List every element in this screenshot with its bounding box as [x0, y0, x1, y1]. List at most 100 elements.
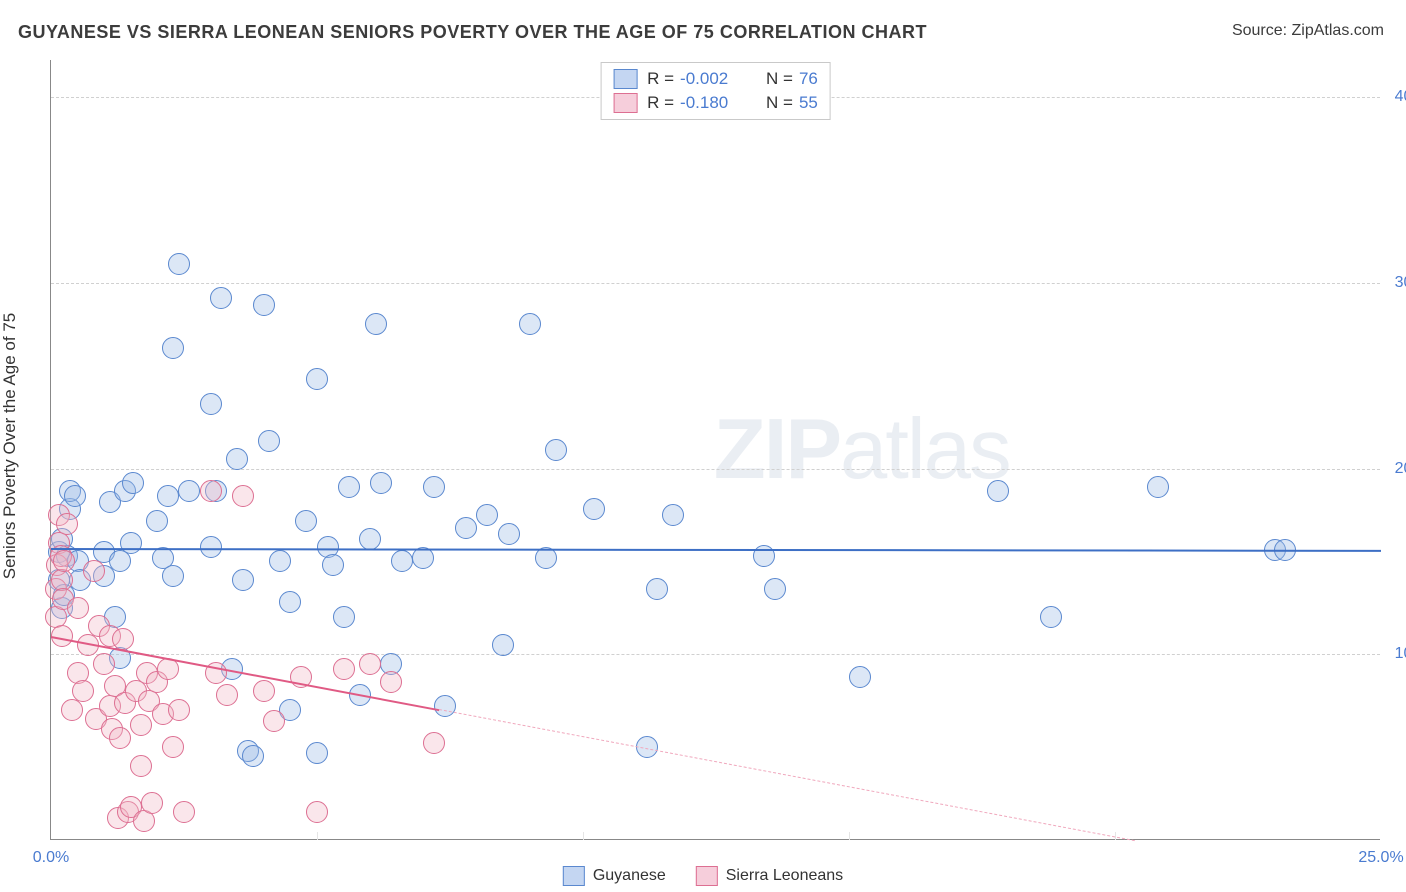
data-point — [130, 755, 152, 777]
y-tick-label: 30.0% — [1385, 274, 1406, 292]
source-label: Source: — [1232, 22, 1287, 39]
data-point — [322, 554, 344, 576]
y-tick-label: 40.0% — [1385, 88, 1406, 106]
legend-series: Guyanese Sierra Leoneans — [563, 866, 843, 886]
data-point — [545, 439, 567, 461]
legend-series-label: Sierra Leoneans — [726, 867, 843, 885]
data-point — [56, 513, 78, 535]
regression-line — [439, 709, 1135, 841]
gridline-h — [51, 654, 1380, 655]
data-point — [162, 565, 184, 587]
gridline-h — [51, 283, 1380, 284]
data-point — [109, 550, 131, 572]
data-point — [61, 699, 83, 721]
data-point — [359, 528, 381, 550]
data-point — [157, 485, 179, 507]
data-point — [263, 710, 285, 732]
y-tick-label: 20.0% — [1385, 460, 1406, 478]
data-point — [232, 485, 254, 507]
data-point — [258, 430, 280, 452]
chart-title: GUYANESE VS SIERRA LEONEAN SENIORS POVER… — [18, 22, 927, 43]
data-point — [306, 742, 328, 764]
source-attribution: Source: ZipAtlas.com — [1232, 22, 1384, 40]
data-point — [178, 480, 200, 502]
data-point — [162, 736, 184, 758]
source-value: ZipAtlas.com — [1292, 22, 1384, 39]
data-point — [583, 498, 605, 520]
data-point — [279, 591, 301, 613]
data-point — [662, 504, 684, 526]
data-point — [64, 485, 86, 507]
legend-correlation-row: R = -0.180 N = 55 — [613, 91, 818, 115]
data-point — [333, 658, 355, 680]
regression-line — [51, 548, 1381, 552]
gridline-h — [51, 469, 1380, 470]
data-point — [109, 727, 131, 749]
legend-series-label: Guyanese — [593, 867, 666, 885]
watermark-atlas: atlas — [840, 402, 1010, 497]
x-tick — [849, 832, 850, 840]
x-tick-label: 0.0% — [33, 849, 69, 867]
data-point — [391, 550, 413, 572]
data-point — [434, 695, 456, 717]
n-label: N = — [766, 69, 793, 89]
x-tick — [317, 832, 318, 840]
data-point — [365, 313, 387, 335]
data-point — [359, 653, 381, 675]
data-point — [67, 597, 89, 619]
r-value: -0.002 — [680, 69, 750, 89]
data-point — [423, 476, 445, 498]
data-point — [987, 480, 1009, 502]
data-point — [1040, 606, 1062, 628]
data-point — [455, 517, 477, 539]
data-point — [380, 671, 402, 693]
data-point — [253, 680, 275, 702]
legend-swatch — [613, 93, 637, 113]
data-point — [173, 801, 195, 823]
data-point — [269, 550, 291, 572]
data-point — [476, 504, 498, 526]
data-point — [200, 393, 222, 415]
data-point — [122, 472, 144, 494]
watermark-zip: ZIP — [714, 402, 840, 497]
data-point — [53, 550, 75, 572]
data-point — [295, 510, 317, 532]
r-value: -0.180 — [680, 93, 750, 113]
scatter-plot-area: ZIPatlas R =-0.002N =76R =-0.180N =55 10… — [50, 60, 1380, 840]
data-point — [130, 714, 152, 736]
n-value: 55 — [799, 93, 818, 113]
legend-swatch — [613, 69, 637, 89]
data-point — [93, 653, 115, 675]
data-point — [338, 476, 360, 498]
r-label: R = — [647, 69, 674, 89]
data-point — [168, 253, 190, 275]
legend-correlation-row: R = -0.002 N = 76 — [613, 67, 818, 91]
r-label: R = — [647, 93, 674, 113]
x-tick — [583, 832, 584, 840]
x-tick-label: 25.0% — [1358, 849, 1403, 867]
legend-series-item: Sierra Leoneans — [696, 866, 843, 886]
data-point — [83, 560, 105, 582]
legend-correlation-box: R = -0.002 N = 76 R = -0.180 N = 55 — [600, 62, 831, 120]
data-point — [646, 578, 668, 600]
data-point — [232, 569, 254, 591]
data-point — [120, 532, 142, 554]
data-point — [423, 732, 445, 754]
data-point — [306, 801, 328, 823]
legend-swatch — [696, 866, 718, 886]
data-point — [519, 313, 541, 335]
data-point — [210, 287, 232, 309]
data-point — [253, 294, 275, 316]
n-value: 76 — [799, 69, 818, 89]
data-point — [306, 368, 328, 390]
data-point — [498, 523, 520, 545]
data-point — [141, 792, 163, 814]
watermark: ZIPatlas — [714, 401, 1010, 499]
data-point — [146, 510, 168, 532]
data-point — [168, 699, 190, 721]
data-point — [492, 634, 514, 656]
legend-swatch — [563, 866, 585, 886]
data-point — [333, 606, 355, 628]
n-label: N = — [766, 93, 793, 113]
data-point — [242, 745, 264, 767]
